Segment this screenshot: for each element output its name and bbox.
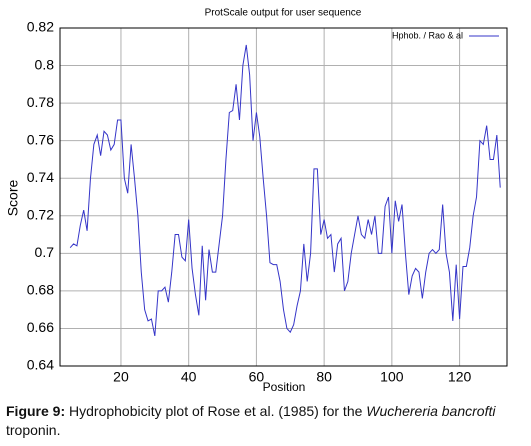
x-tick-label: 80 xyxy=(316,369,332,385)
y-tick-label: 0.74 xyxy=(27,169,54,185)
y-tick-label: 0.66 xyxy=(27,319,54,335)
y-tick-label: 0.64 xyxy=(27,357,54,373)
plot-area xyxy=(60,28,507,366)
x-tick-label: 100 xyxy=(380,369,404,385)
x-axis-label: Position xyxy=(263,380,306,394)
y-tick-label: 0.72 xyxy=(27,206,54,222)
caption-end: troponin. xyxy=(6,422,61,438)
caption-text: Hydrophobicity plot of Rose et al. (1985… xyxy=(69,403,363,419)
data-line xyxy=(69,44,501,337)
y-tick-label: 0.76 xyxy=(27,131,54,147)
x-tick-label: 40 xyxy=(181,369,197,385)
x-tick-label: 60 xyxy=(249,369,265,385)
chart-title: ProtScale output for user sequence xyxy=(205,8,362,19)
y-tick-label: 0.78 xyxy=(27,94,54,110)
chart: ProtScale output for user sequence Posit… xyxy=(5,8,508,394)
y-tick-label: 0.7 xyxy=(35,244,55,260)
x-tick-label: 120 xyxy=(448,369,472,385)
legend-label: Hphob. / Rao & al xyxy=(392,30,463,40)
x-tick-label: 20 xyxy=(113,369,129,385)
plot-frame xyxy=(59,27,508,367)
y-tick-label: 0.8 xyxy=(35,56,55,72)
caption-species: Wuchereria bancrofti xyxy=(366,403,496,419)
caption-label: Figure 9: xyxy=(6,403,66,419)
y-axis-label: Score xyxy=(5,180,21,217)
y-tick-label: 0.68 xyxy=(27,282,54,298)
y-tick-label: 0.82 xyxy=(27,19,54,35)
caption: Figure 9: Hydrophobicity plot of Rose et… xyxy=(6,402,526,440)
